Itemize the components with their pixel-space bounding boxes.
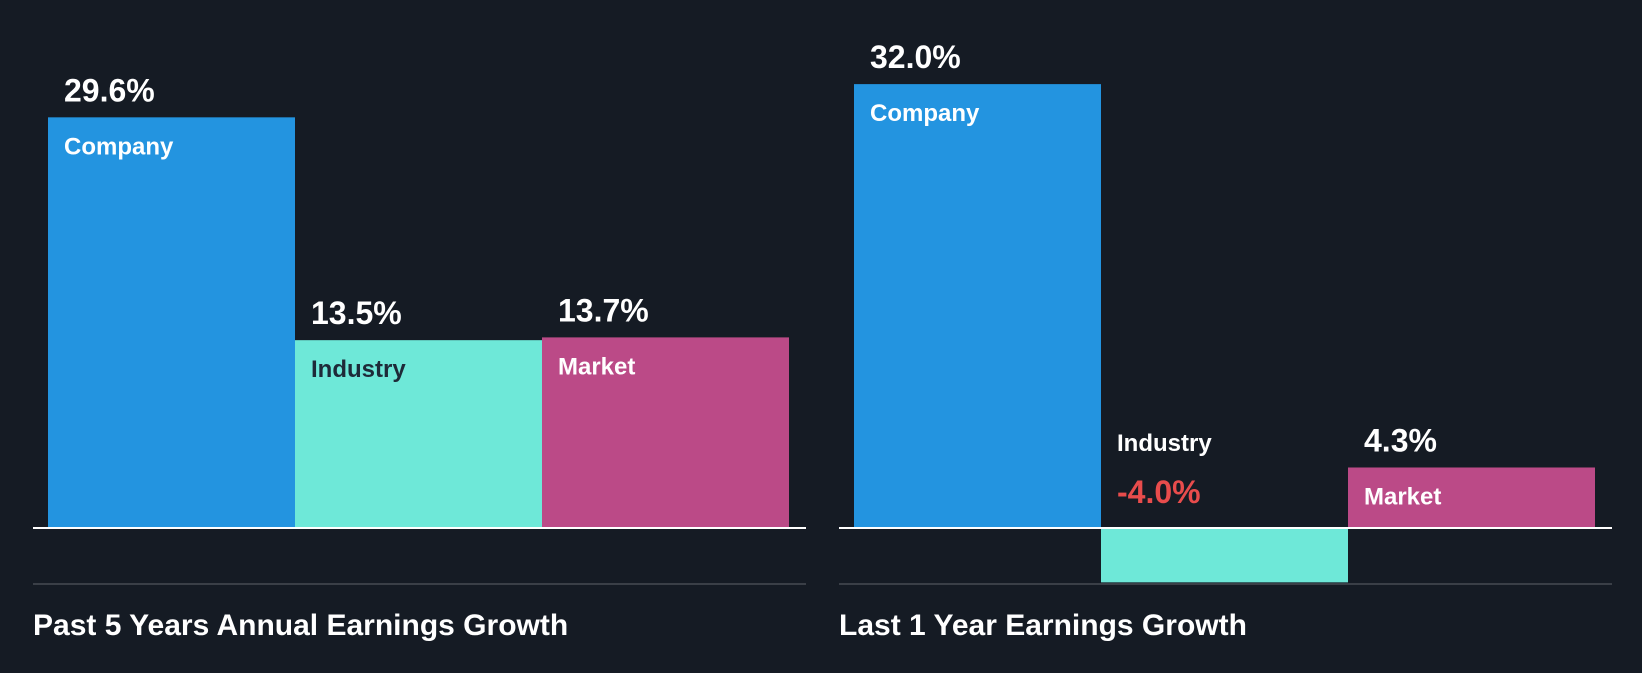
bar-industry bbox=[1101, 527, 1348, 583]
bar-market bbox=[1348, 467, 1595, 527]
bar-industry bbox=[295, 340, 542, 527]
category-label-market: Market bbox=[558, 353, 635, 380]
value-label-market: 4.3% bbox=[1364, 422, 1437, 458]
bar-company bbox=[854, 84, 1101, 528]
value-label-industry: 13.5% bbox=[311, 295, 402, 331]
chart-panel-2: 32.0% Company -4.0% Industry 4.3% Market Last … bbox=[839, 39, 1612, 642]
chart-title: Last 1 Year Earnings Growth bbox=[839, 609, 1247, 642]
chart-title: Past 5 Years Annual Earnings Growth bbox=[33, 609, 568, 642]
chart-panel-1: 29.6% Company 13.5% Industry 13.7% Market Past… bbox=[33, 72, 806, 642]
value-label-market: 13.7% bbox=[558, 292, 649, 328]
bar-market bbox=[542, 337, 789, 527]
category-label-market: Market bbox=[1364, 483, 1441, 510]
category-label-industry: Industry bbox=[311, 356, 406, 383]
category-label-company: Company bbox=[870, 100, 980, 127]
category-label-industry: Industry bbox=[1117, 430, 1212, 457]
value-label-company: 32.0% bbox=[870, 39, 961, 75]
category-label-company: Company bbox=[64, 133, 174, 160]
value-label-company: 29.6% bbox=[64, 72, 155, 108]
value-label-industry: -4.0% bbox=[1117, 474, 1201, 510]
bar-company bbox=[48, 117, 295, 527]
